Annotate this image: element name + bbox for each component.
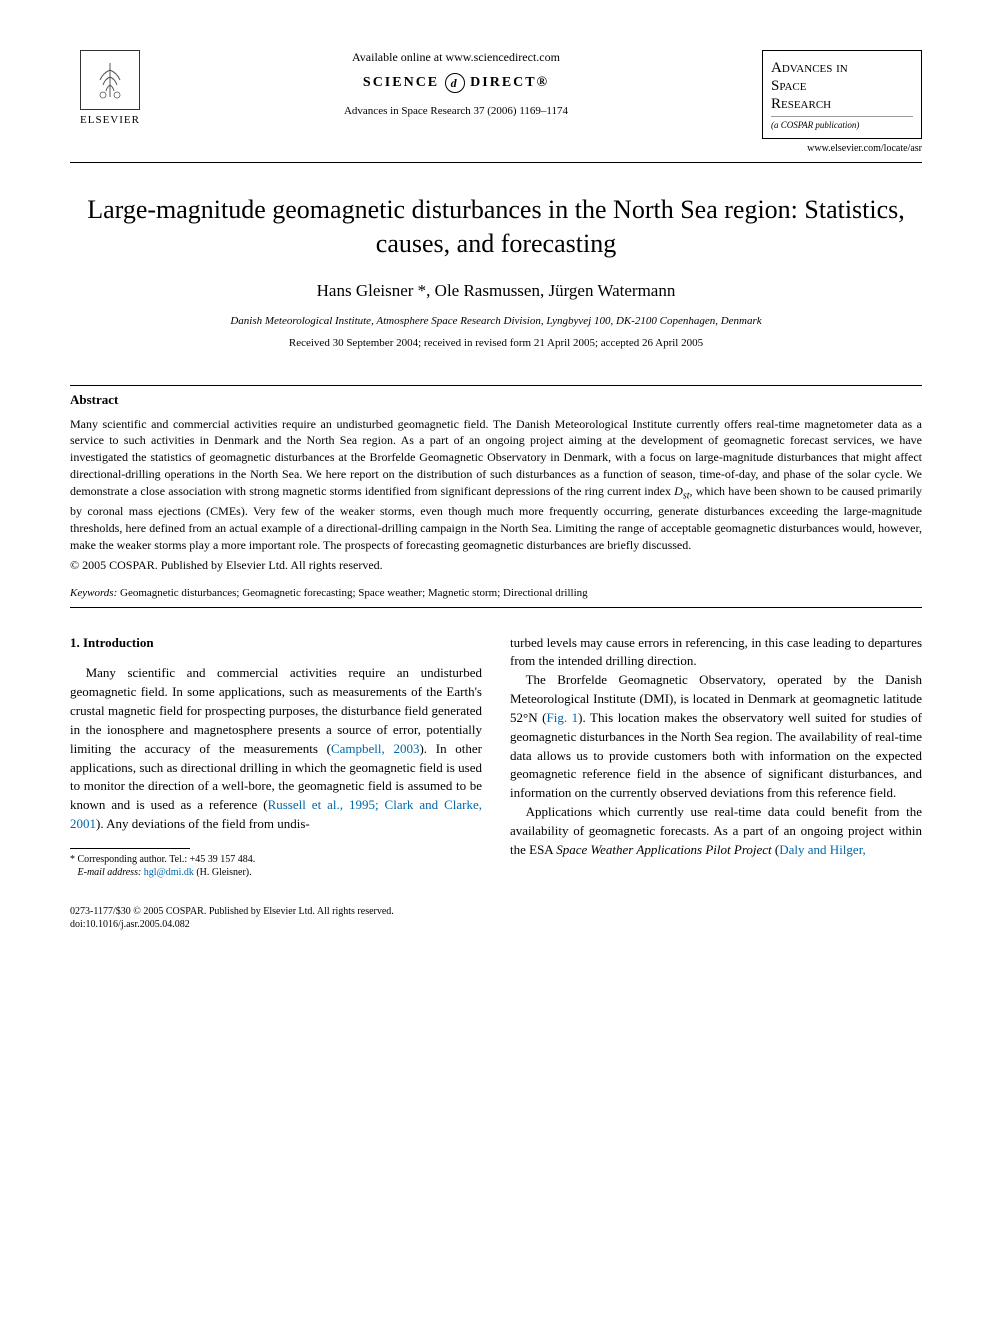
elsevier-logo: ELSEVIER <box>70 50 150 126</box>
email-name: (H. Gleisner). <box>194 867 252 878</box>
dst-st: st <box>683 490 690 501</box>
copyright-text: © 2005 COSPAR. Published by Elsevier Ltd… <box>70 558 922 573</box>
science-direct-logo: SCIENCE d DIRECT® <box>170 73 742 93</box>
left-column: 1. Introduction Many scientific and comm… <box>70 634 482 879</box>
col2-continuation: turbed levels may cause errors in refere… <box>510 634 922 672</box>
article-title: Large-magnitude geomagnetic disturbances… <box>70 193 922 261</box>
footnote-text: Corresponding author. Tel.: +45 39 157 4… <box>75 854 255 865</box>
elsevier-text: ELSEVIER <box>70 114 150 126</box>
journal-subtitle: (a COSPAR publication) <box>771 116 913 130</box>
abstract-body: Many scientific and commercial activitie… <box>70 416 922 554</box>
header-row: ELSEVIER Available online at www.science… <box>70 50 922 154</box>
esa-project-name: Space Weather Applications Pilot Project <box>556 842 771 857</box>
footer: 0273-1177/$30 © 2005 COSPAR. Published b… <box>70 905 922 931</box>
abstract-bottom-rule <box>70 607 922 608</box>
journal-url: www.elsevier.com/locate/asr <box>762 143 922 154</box>
jt3: Research <box>771 96 831 112</box>
sd-circle-icon: d <box>445 73 465 93</box>
dst-symbol: Dst <box>674 484 689 498</box>
col2-paragraph-3: Applications which currently use real-ti… <box>510 803 922 860</box>
ref-daly-hilger[interactable]: Daly and Hilger, <box>779 842 865 857</box>
sd-text-1: SCIENCE <box>363 75 439 90</box>
available-online-text: Available online at www.sciencedirect.co… <box>170 50 742 65</box>
header-divider <box>70 162 922 163</box>
jt1: Advances in <box>771 60 848 76</box>
email-label: E-mail address: <box>78 867 142 878</box>
keywords-label: Keywords: <box>70 587 117 599</box>
center-header: Available online at www.sciencedirect.co… <box>150 50 762 117</box>
ref-fig-1[interactable]: Fig. 1 <box>546 710 578 725</box>
abstract-top-rule <box>70 385 922 386</box>
authors: Hans Gleisner *, Ole Rasmussen, Jürgen W… <box>70 281 922 301</box>
footer-copyright: 0273-1177/$30 © 2005 COSPAR. Published b… <box>70 905 922 918</box>
article-dates: Received 30 September 2004; received in … <box>70 337 922 349</box>
sd-text-2: DIRECT® <box>470 75 549 90</box>
footnote-rule <box>70 848 190 849</box>
journal-box-wrapper: Advances in Space Research (a COSPAR pub… <box>762 50 922 154</box>
abstract-heading: Abstract <box>70 392 922 408</box>
elsevier-tree-icon <box>80 50 140 110</box>
intro-paragraph-1: Many scientific and commercial activitie… <box>70 664 482 834</box>
col2-paragraph-2: The Brorfelde Geomagnetic Observatory, o… <box>510 671 922 803</box>
journal-title: Advances in Space Research <box>771 59 913 113</box>
journal-box: Advances in Space Research (a COSPAR pub… <box>762 50 922 139</box>
jt2: Space <box>771 78 806 94</box>
citation-text: Advances in Space Research 37 (2006) 116… <box>170 105 742 117</box>
two-column-body: 1. Introduction Many scientific and comm… <box>70 634 922 879</box>
keywords-line: Keywords: Geomagnetic disturbances; Geom… <box>70 587 922 599</box>
footer-doi: doi:10.1016/j.asr.2005.04.082 <box>70 918 922 931</box>
section-1-heading: 1. Introduction <box>70 634 482 653</box>
c1p1c: ). Any deviations of the field from undi… <box>96 816 310 831</box>
right-column: turbed levels may cause errors in refere… <box>510 634 922 879</box>
email-link[interactable]: hgl@dmi.dk <box>141 867 194 878</box>
footnote-corresponding: * Corresponding author. Tel.: +45 39 157… <box>70 853 482 866</box>
ref-campbell-2003[interactable]: Campbell, 2003 <box>331 741 420 756</box>
dst-d: D <box>674 484 683 498</box>
footnote-email: E-mail address: hgl@dmi.dk (H. Gleisner)… <box>70 866 482 879</box>
keywords-list: Geomagnetic disturbances; Geomagnetic fo… <box>117 587 587 599</box>
affiliation: Danish Meteorological Institute, Atmosph… <box>70 315 922 327</box>
